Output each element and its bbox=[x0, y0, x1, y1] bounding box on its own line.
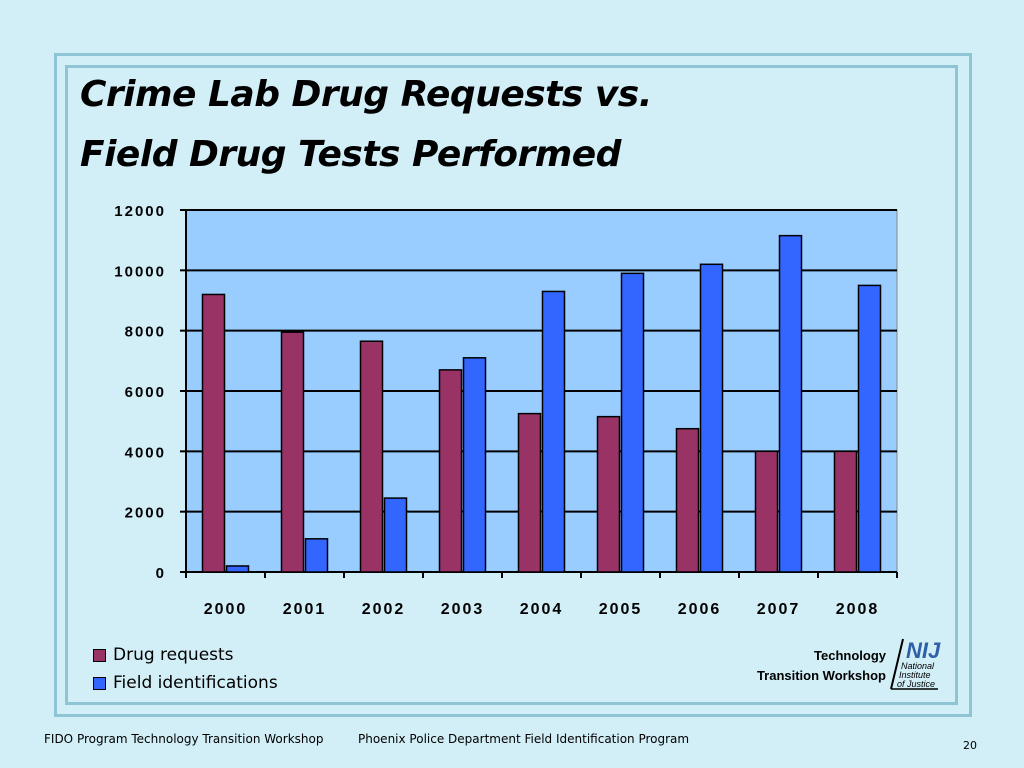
chart-title-line-1: Crime Lab Drug Requests vs. bbox=[80, 74, 652, 115]
footer-left-text: FIDO Program Technology Transition Works… bbox=[44, 732, 324, 746]
bar-field-identifications-2000 bbox=[225, 565, 250, 573]
legend-label-drug-requests: Drug requests bbox=[113, 645, 234, 665]
legend-swatch-field-identifications bbox=[93, 676, 106, 690]
x-tick-label: 2000 bbox=[204, 601, 248, 618]
bar-drug-requests-2006 bbox=[675, 427, 700, 573]
y-tick-label: 0 bbox=[156, 565, 166, 582]
bar-field-identifications-2005 bbox=[620, 272, 645, 573]
x-tick-label: 2002 bbox=[362, 601, 406, 618]
y-tick-label: 8000 bbox=[125, 324, 166, 341]
bar-drug-requests-2001 bbox=[280, 331, 305, 573]
bar-field-identifications-2008 bbox=[857, 284, 882, 573]
bar-drug-requests-2003 bbox=[438, 369, 463, 573]
workshop-label: Technology Transition Workshop bbox=[757, 646, 886, 686]
bar-drug-requests-2002 bbox=[359, 340, 384, 573]
nij-logo-slash bbox=[890, 638, 904, 690]
legend-label-field-identifications: Field identifications bbox=[113, 673, 278, 693]
nij-logo-subtext-1: National bbox=[901, 661, 935, 671]
legend-item-drug-requests: Drug requests bbox=[93, 645, 234, 665]
nij-logo: NIJ National Institute of Justice bbox=[890, 638, 941, 690]
y-tick-label: 10000 bbox=[114, 263, 166, 280]
bar-drug-requests-2007 bbox=[754, 450, 779, 573]
bar-field-identifications-2007 bbox=[778, 234, 803, 573]
y-tick-label: 4000 bbox=[125, 444, 166, 461]
nij-logo-subtext-3: of Justice bbox=[897, 679, 935, 689]
bar-field-identifications-2001 bbox=[304, 538, 329, 573]
nij-logo-subtext-2: Institute bbox=[899, 670, 931, 680]
y-tick-label: 6000 bbox=[125, 384, 166, 401]
bar-field-identifications-2006 bbox=[699, 263, 724, 573]
workshop-label-line-1: Technology bbox=[814, 648, 886, 663]
x-tick-label: 2005 bbox=[599, 601, 643, 618]
x-tick-label: 2008 bbox=[836, 601, 880, 618]
legend-item-field-identifications: Field identifications bbox=[93, 673, 278, 693]
bar-field-identifications-2003 bbox=[462, 357, 487, 573]
footer-center-text: Phoenix Police Department Field Identifi… bbox=[358, 732, 690, 746]
x-tick-label: 2001 bbox=[283, 601, 327, 618]
bar-drug-requests-2000 bbox=[201, 293, 226, 573]
bar-field-identifications-2002 bbox=[383, 497, 408, 573]
legend-swatch-drug-requests bbox=[93, 648, 106, 662]
bar-drug-requests-2004 bbox=[517, 412, 542, 573]
y-tick-label: 2000 bbox=[125, 505, 166, 522]
y-tick-label: 12000 bbox=[114, 203, 166, 220]
bar-drug-requests-2008 bbox=[833, 450, 858, 573]
x-tick-label: 2004 bbox=[520, 601, 564, 618]
bar-field-identifications-2004 bbox=[541, 290, 566, 573]
chart-title-line-2: Field Drug Tests Performed bbox=[80, 134, 621, 175]
page-number: 20 bbox=[963, 739, 977, 752]
bar-chart: 0 2000 4000 6000 8000 10000 12000 2000 2001 2002 2… bbox=[114, 203, 898, 618]
workshop-label-line-2: Transition Workshop bbox=[756, 668, 886, 683]
x-tick-label: 2007 bbox=[757, 601, 801, 618]
x-tick-label: 2003 bbox=[441, 601, 485, 618]
x-tick-label: 2006 bbox=[678, 601, 722, 618]
bar-drug-requests-2005 bbox=[596, 415, 621, 573]
nij-logo-text: NIJ bbox=[906, 638, 941, 663]
